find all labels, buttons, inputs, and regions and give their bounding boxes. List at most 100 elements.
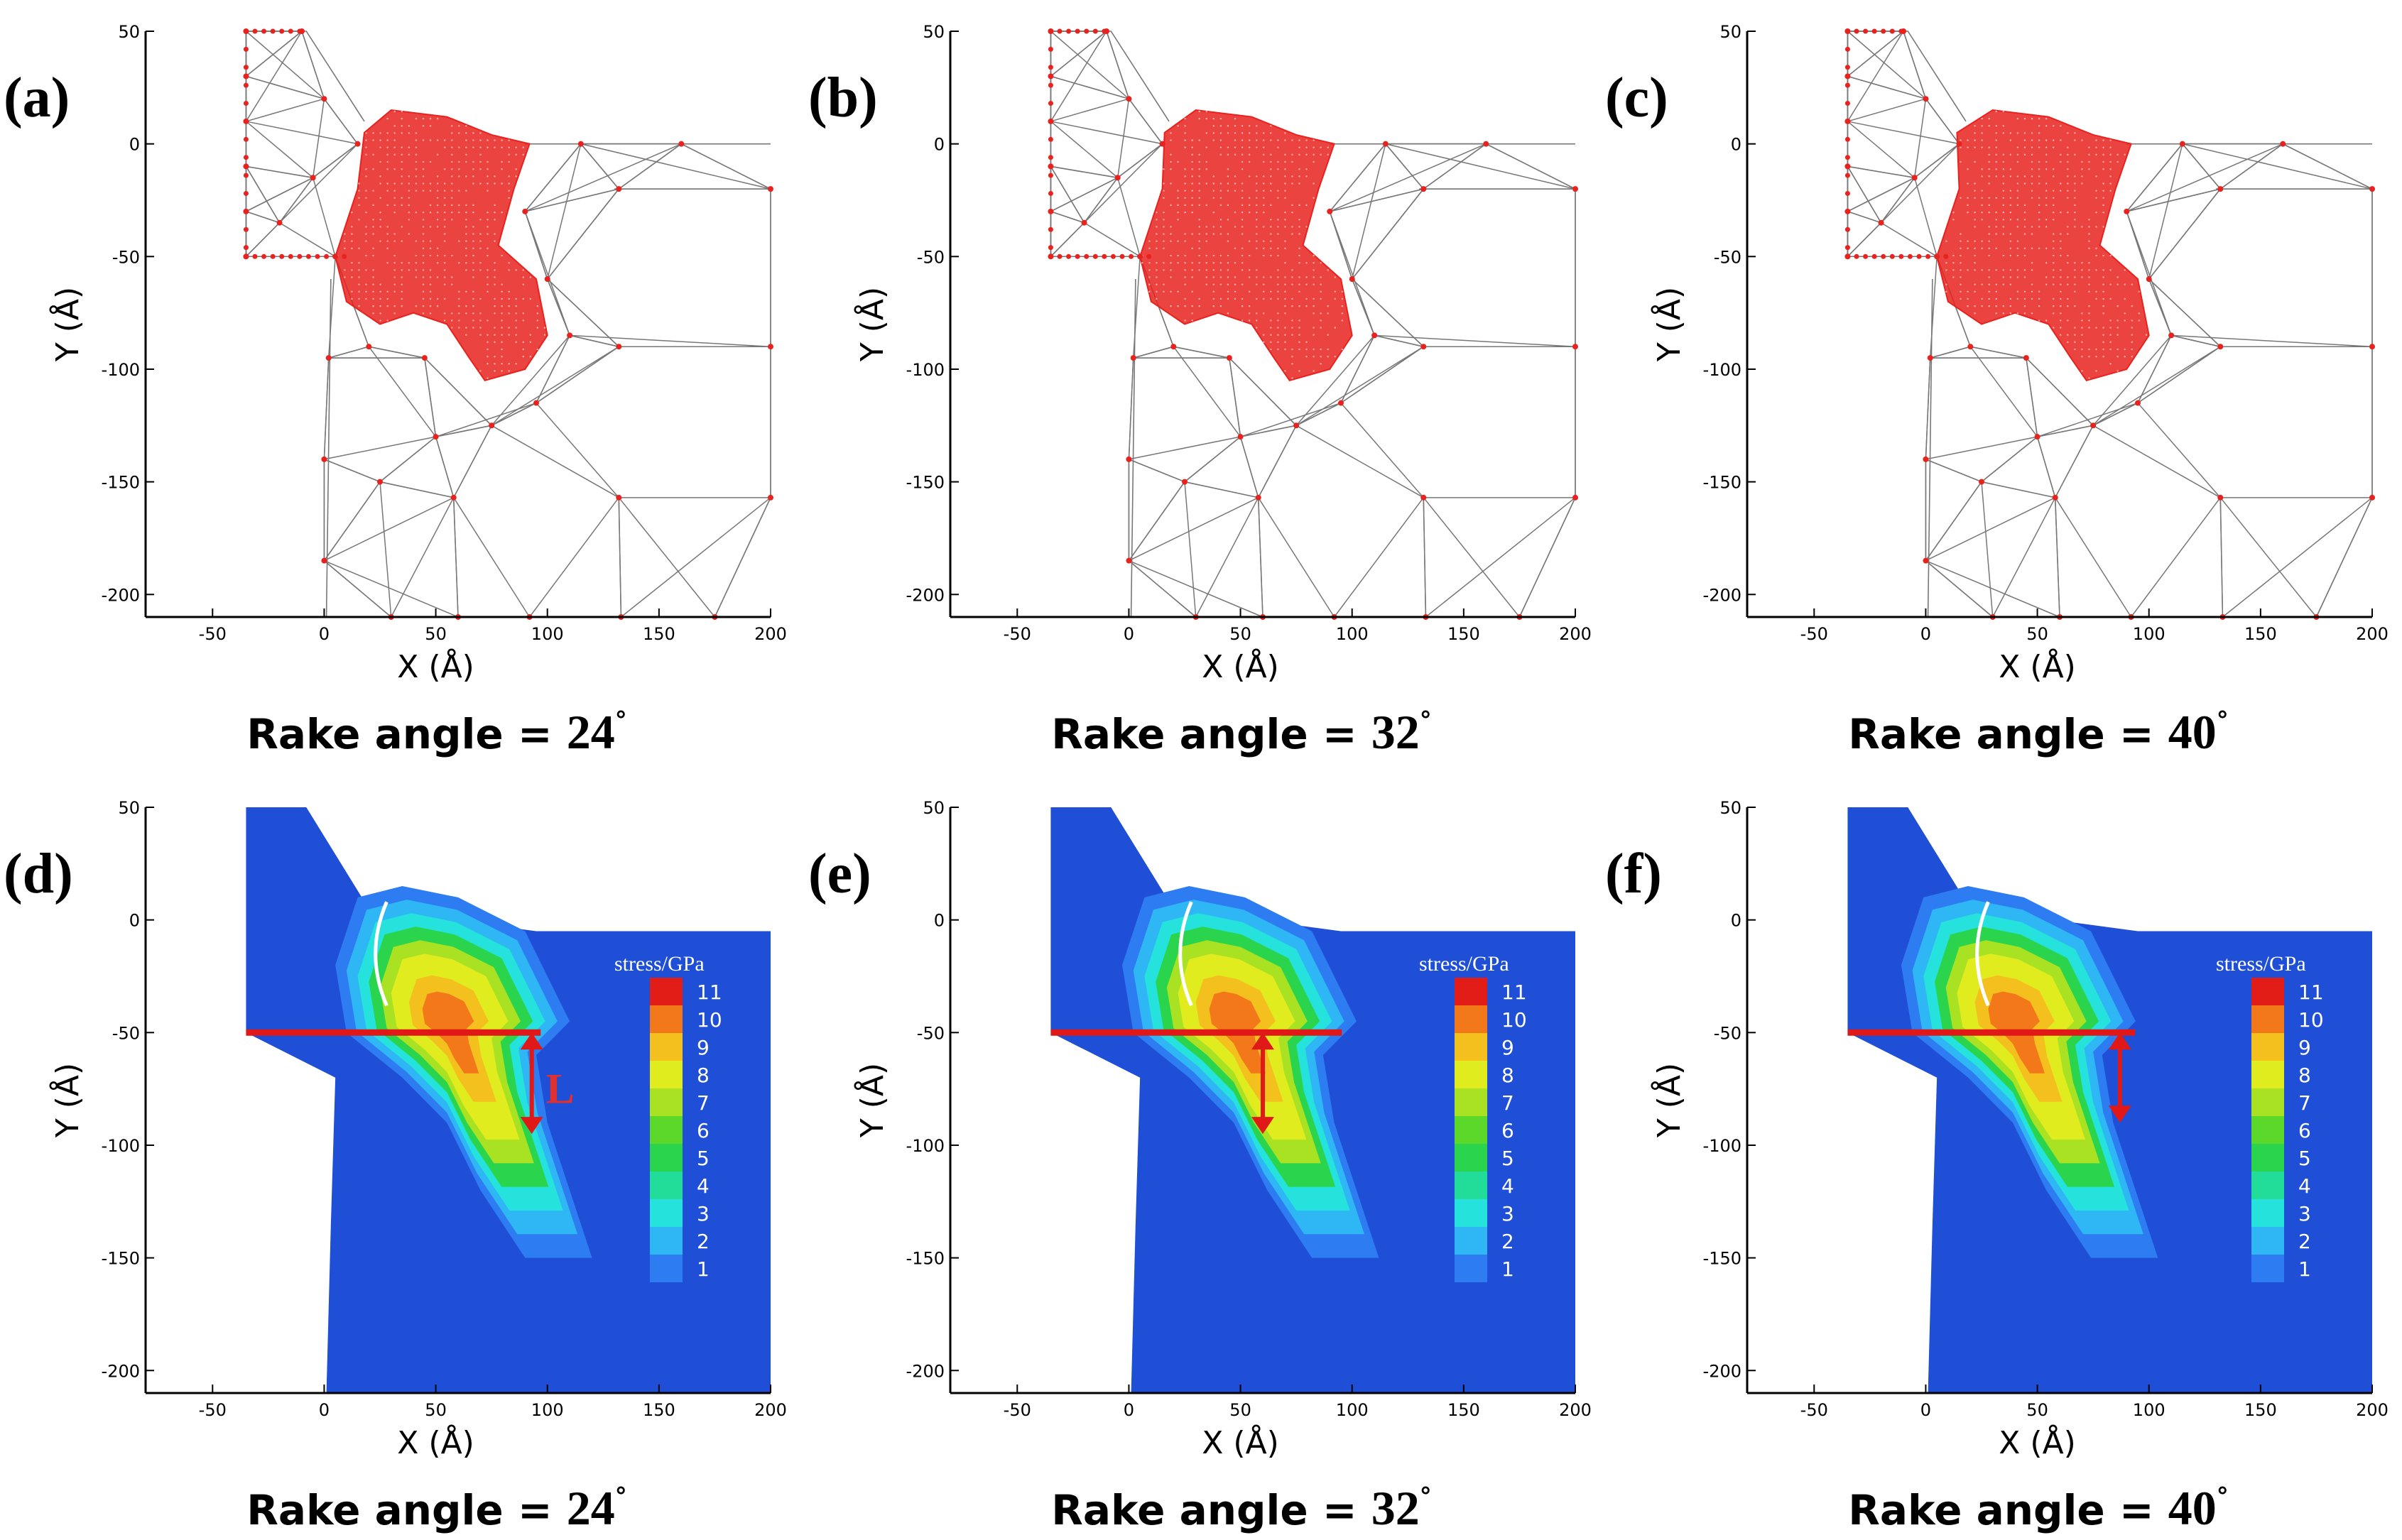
y-tick-label: -150 bbox=[906, 473, 945, 493]
atom bbox=[1227, 254, 1229, 257]
atom bbox=[1198, 204, 1200, 207]
L-arrow-head-bottom bbox=[2108, 1105, 2131, 1123]
atom bbox=[487, 139, 489, 141]
atom bbox=[2067, 334, 2069, 336]
atom bbox=[1191, 320, 1193, 322]
atom bbox=[2060, 269, 2062, 271]
atom bbox=[465, 190, 467, 192]
atom bbox=[2016, 297, 2019, 300]
atom bbox=[1256, 211, 1258, 214]
atom bbox=[508, 312, 510, 315]
mesh-element-edge bbox=[1050, 121, 1163, 145]
tool-node bbox=[1844, 253, 1850, 259]
atom bbox=[422, 276, 425, 278]
atom bbox=[1981, 297, 1983, 300]
tool-node bbox=[1075, 28, 1080, 34]
atom bbox=[2131, 305, 2134, 307]
y-tick-label: -50 bbox=[917, 1023, 945, 1043]
mesh-element-edge bbox=[452, 497, 459, 618]
atom bbox=[501, 327, 503, 329]
atom bbox=[465, 305, 467, 307]
mesh-node bbox=[1048, 73, 1054, 80]
atom bbox=[2074, 182, 2076, 185]
mesh-element-edge bbox=[1351, 143, 1386, 280]
atom bbox=[2045, 219, 2048, 221]
atom bbox=[1241, 132, 1244, 134]
atom bbox=[1313, 312, 1315, 315]
atom bbox=[522, 355, 524, 358]
atom bbox=[1198, 139, 1200, 141]
atom bbox=[1256, 139, 1258, 141]
x-tick-label: 200 bbox=[2356, 1400, 2389, 1420]
atom bbox=[1184, 197, 1186, 200]
caption-degree: ° bbox=[615, 1482, 627, 1511]
atom bbox=[1227, 146, 1229, 148]
atom bbox=[372, 153, 374, 156]
atom bbox=[494, 305, 496, 307]
atom bbox=[2002, 182, 2004, 185]
atom bbox=[1241, 320, 1244, 322]
mesh-element-edge bbox=[618, 497, 716, 618]
atom bbox=[393, 139, 396, 141]
mesh-element-edge bbox=[524, 143, 682, 212]
mesh-element-edge bbox=[379, 436, 437, 483]
mesh-element-edge bbox=[1128, 560, 1197, 618]
tool-node bbox=[252, 28, 258, 34]
mesh-element-edge bbox=[279, 222, 336, 257]
atom bbox=[422, 269, 425, 271]
atom bbox=[2031, 175, 2033, 178]
atom bbox=[2053, 233, 2055, 235]
atom bbox=[1952, 269, 1955, 271]
atom bbox=[1284, 226, 1286, 228]
atom bbox=[1198, 160, 1200, 163]
atom bbox=[1981, 146, 1983, 148]
legend-swatch bbox=[650, 1033, 683, 1061]
atom bbox=[2060, 160, 2062, 163]
atom bbox=[2074, 290, 2076, 293]
atom bbox=[1170, 204, 1172, 207]
atom bbox=[2124, 269, 2126, 271]
atom bbox=[429, 297, 432, 300]
atom bbox=[2109, 334, 2112, 336]
atom bbox=[1284, 348, 1286, 351]
mesh-node bbox=[1923, 96, 1929, 102]
mesh-element-edge bbox=[324, 436, 436, 460]
atom bbox=[2031, 160, 2033, 163]
atom bbox=[2109, 168, 2112, 170]
atom bbox=[379, 160, 381, 163]
atom bbox=[472, 254, 474, 257]
atom bbox=[508, 197, 510, 200]
atom bbox=[436, 305, 439, 307]
atom bbox=[458, 320, 460, 322]
atom bbox=[2088, 377, 2090, 379]
atom bbox=[408, 146, 411, 148]
mesh-element-edge bbox=[2055, 425, 2094, 498]
mesh-element-edge bbox=[391, 497, 455, 618]
atom bbox=[393, 153, 396, 156]
atom bbox=[2053, 276, 2055, 278]
atom bbox=[2060, 240, 2062, 242]
mesh-element-edge bbox=[1425, 497, 1576, 618]
atom bbox=[1177, 197, 1179, 200]
atom bbox=[1170, 139, 1172, 141]
atom bbox=[1298, 283, 1300, 285]
atom bbox=[472, 233, 474, 235]
atom bbox=[2081, 182, 2083, 185]
mesh-element-edge bbox=[1847, 211, 1881, 224]
atom bbox=[1163, 247, 1165, 250]
atom bbox=[1256, 297, 1258, 300]
atom bbox=[1967, 182, 1969, 185]
mesh-element-edge bbox=[424, 357, 437, 437]
mesh-element-edge bbox=[580, 143, 771, 190]
atom bbox=[2131, 334, 2134, 336]
atom bbox=[465, 327, 467, 329]
atom bbox=[443, 240, 446, 242]
x-tick-label: -50 bbox=[199, 1400, 227, 1420]
atom bbox=[2053, 125, 2055, 127]
x-tick-label: 100 bbox=[531, 1400, 564, 1420]
atom bbox=[1198, 182, 1200, 185]
x-tick-label: 0 bbox=[319, 624, 330, 644]
atom bbox=[2081, 348, 2083, 351]
mesh-node bbox=[1420, 344, 1427, 350]
mesh-node bbox=[243, 73, 249, 80]
